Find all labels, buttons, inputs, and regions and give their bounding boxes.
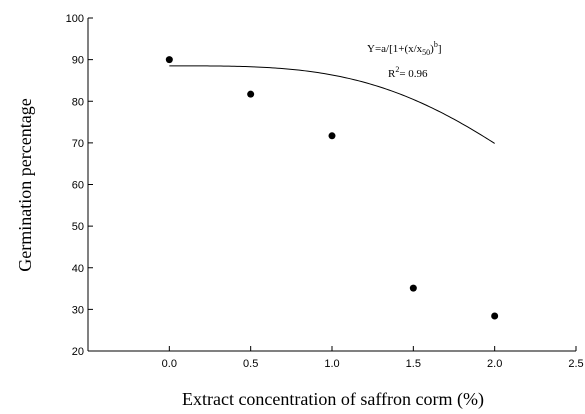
x-tick-label: 2.5	[568, 358, 583, 370]
x-axis-title: Extract concentration of saffron corm (%…	[182, 389, 484, 410]
x-ticks: 0.0 0.5 1.0 1.5 2.0 2.5	[162, 346, 584, 370]
y-tick-label: 90	[72, 55, 84, 67]
axes-frame	[87, 18, 576, 352]
equation-annotation: Y=a/[1+(x/x50)b]	[367, 40, 442, 57]
x-tick-label: 2.0	[487, 358, 502, 370]
y-ticks: 20 30 40 50 60 70 80 90 100	[66, 13, 93, 358]
y-axis-title: Germination percentage	[15, 98, 35, 271]
data-points	[165, 56, 499, 320]
data-point	[165, 56, 173, 64]
data-point	[491, 312, 499, 320]
x-tick-label: 0.5	[243, 358, 258, 370]
x-tick-label: 0.0	[162, 358, 177, 370]
data-point	[409, 284, 417, 292]
y-tick-label: 60	[72, 180, 84, 192]
fitted-curve	[169, 65, 495, 144]
x-tick-label: 1.5	[406, 358, 421, 370]
y-tick-label: 70	[72, 138, 84, 150]
r-squared-annotation: R2= 0.96	[388, 65, 428, 80]
data-point	[328, 132, 336, 140]
y-tick-label: 50	[72, 221, 84, 233]
y-tick-label: 40	[72, 263, 84, 275]
y-tick-label: 100	[66, 13, 84, 25]
data-point	[247, 90, 255, 98]
x-tick-label: 1.0	[324, 358, 339, 370]
y-tick-label: 30	[72, 304, 84, 316]
y-tick-label: 80	[72, 96, 84, 108]
y-tick-label: 20	[72, 346, 84, 358]
